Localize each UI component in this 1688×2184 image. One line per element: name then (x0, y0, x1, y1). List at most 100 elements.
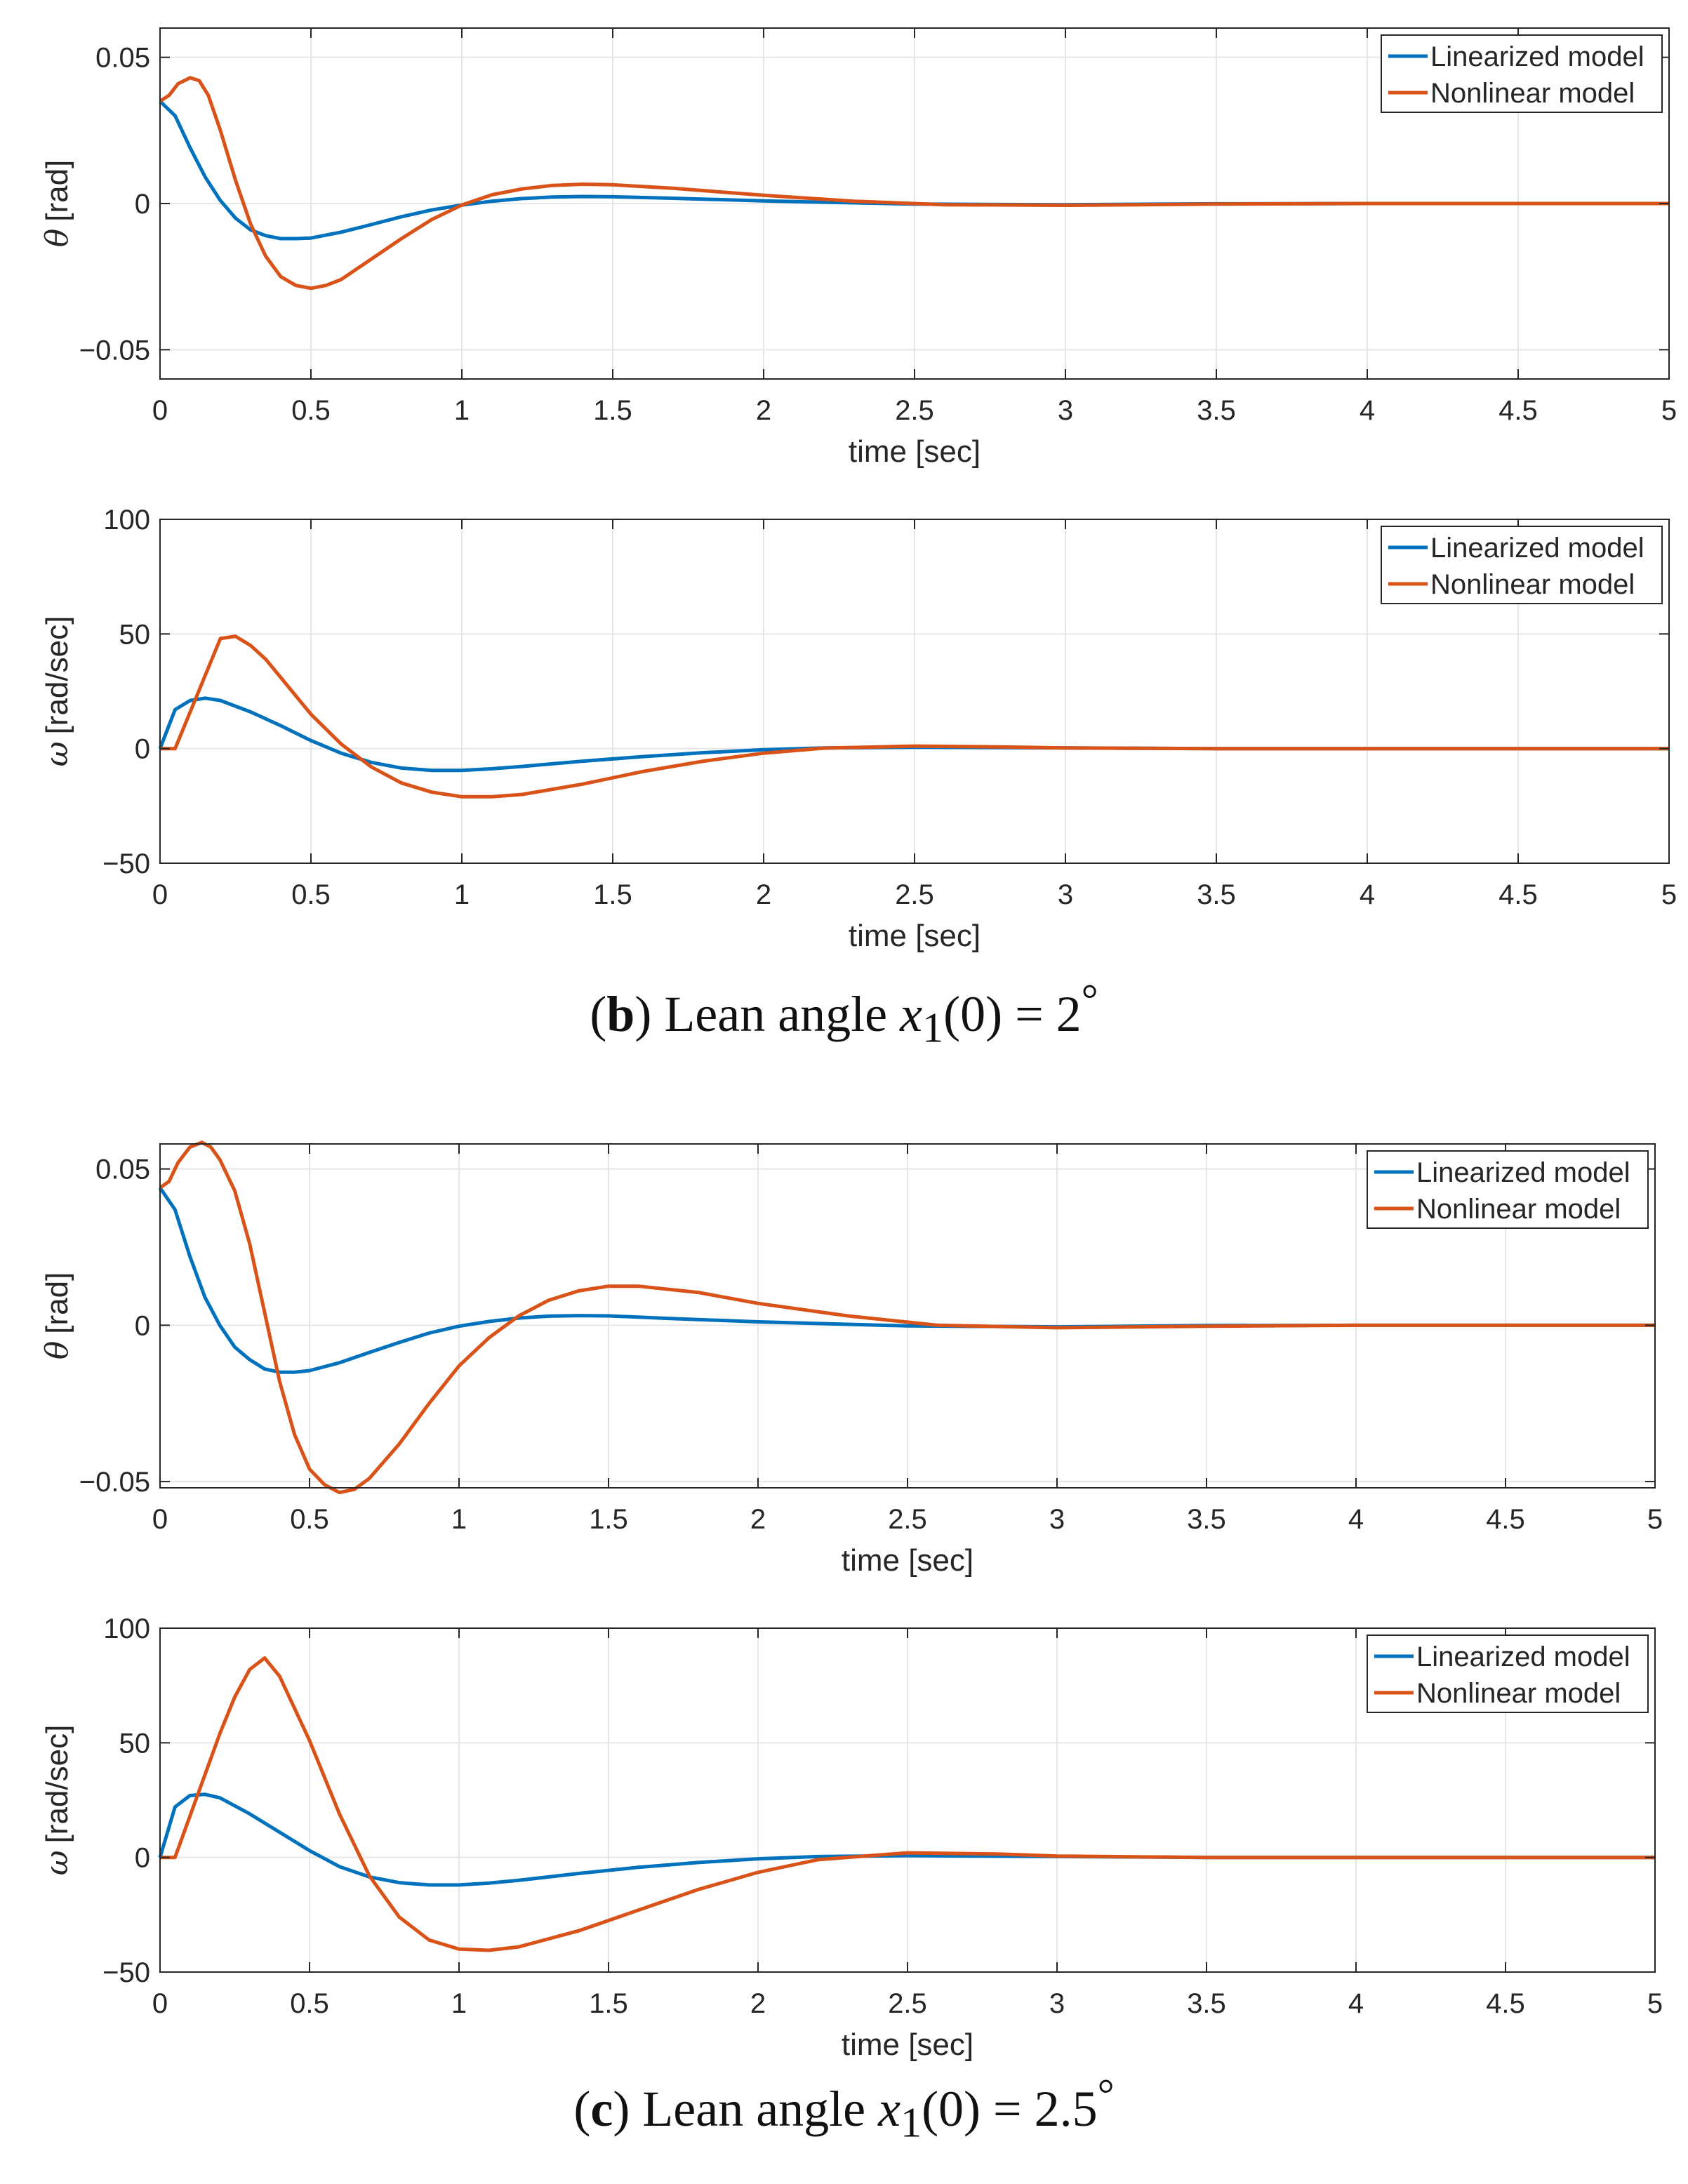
caption-c-arg: (0) = (922, 2081, 1035, 2137)
caption-b-value: 2 (1056, 986, 1082, 1042)
x-tick-label-2-5: 2.5 (888, 1988, 927, 2019)
caption-c-deg: ° (1097, 2071, 1115, 2117)
legend-label-linearized: Linearized model (1416, 1642, 1630, 1672)
y-axis-label: ω [rad/sec] (39, 616, 75, 767)
x-tick-label-1: 1 (451, 1504, 467, 1535)
x-tick-label-2: 2 (750, 1988, 766, 2019)
legend-box (1367, 1150, 1649, 1229)
x-tick-label-0-5: 0.5 (291, 879, 331, 910)
legend-label-linearized: Linearized model (1416, 1157, 1630, 1188)
x-tick-label-4: 4 (1360, 879, 1375, 910)
series-line-linearized (158, 1186, 1655, 1374)
x-tick-label-1-5: 1.5 (593, 879, 632, 910)
x-tick-label-0: 0 (152, 1988, 168, 2019)
legend-box (1381, 34, 1663, 113)
y-tick-label-0: 0 (135, 1310, 150, 1341)
legend-label-nonlinear: Nonlinear model (1416, 1194, 1621, 1225)
y-tick-label-0: 0 (135, 734, 150, 765)
x-axis-label: time [sec] (849, 919, 981, 953)
x-tick-label-2: 2 (750, 1504, 766, 1535)
x-tick-label-2-5: 2.5 (888, 1504, 927, 1535)
x-axis-label: time [sec] (842, 2027, 973, 2062)
caption-c-label: c (590, 2081, 613, 2137)
legend: Linearized model Nonlinear model (1381, 34, 1663, 113)
y-tick-label-0-05: 0.05 (95, 43, 150, 74)
x-tick-label-5: 5 (1647, 1988, 1663, 2019)
x-axis-label: time [sec] (849, 434, 981, 469)
y-axis-unit: [rad] (40, 1272, 74, 1334)
y-axis-unit: [rad/sec] (40, 616, 74, 735)
x-tick-label-5: 5 (1647, 1504, 1663, 1535)
caption-b-sub: 1 (922, 1004, 944, 1051)
series-line-linearized (158, 1792, 1655, 1887)
x-tick-label-0-5: 0.5 (291, 395, 331, 426)
x-tick-label-4-5: 4.5 (1486, 1504, 1525, 1535)
y-tick-label--0-05: −0.05 (79, 335, 150, 366)
caption-c-var: x (878, 2081, 901, 2137)
y-tick-label-0: 0 (135, 189, 150, 220)
x-tick-label-0: 0 (152, 395, 168, 426)
y-axis-unit: [rad/sec] (40, 1725, 74, 1844)
legend: Linearized model Nonlinear model (1367, 1150, 1649, 1229)
y-axis-symbol: ω (39, 741, 75, 766)
y-tick-label-100: 100 (103, 1613, 150, 1644)
y-axis-label: θ [rad] (39, 1272, 75, 1360)
x-tick-label-4: 4 (1360, 395, 1375, 426)
caption-c-sub: 1 (901, 2099, 922, 2146)
y-tick-label--50: −50 (102, 1957, 150, 1988)
y-tick-label-50: 50 (119, 1728, 151, 1759)
legend-label-linearized: Linearized model (1430, 41, 1644, 72)
series-line-linearized (159, 100, 1669, 241)
caption-c: (c) Lean angle x1(0) = 2.5° (573, 2071, 1115, 2146)
x-tick-label-3-5: 3.5 (1187, 1504, 1226, 1535)
x-tick-label-3: 3 (1058, 879, 1073, 910)
y-tick-label-0: 0 (135, 1843, 150, 1874)
legend-box (1367, 1634, 1649, 1713)
x-tick-label-3: 3 (1049, 1504, 1065, 1535)
x-tick-label-2: 2 (756, 879, 771, 910)
x-tick-label-0: 0 (152, 879, 168, 910)
legend-label-linearized: Linearized model (1430, 533, 1644, 564)
y-tick-label-50: 50 (119, 619, 151, 650)
y-axis-symbol: θ (39, 1341, 75, 1360)
x-axis-label: time [sec] (842, 1543, 973, 1578)
x-tick-label-4-5: 4.5 (1486, 1988, 1525, 2019)
x-tick-label-1: 1 (454, 879, 470, 910)
x-tick-label-1: 1 (454, 395, 470, 426)
x-tick-label-0-5: 0.5 (290, 1504, 329, 1535)
y-tick-label--0-05: −0.05 (79, 1467, 150, 1498)
x-tick-label-4: 4 (1348, 1504, 1364, 1535)
caption-b-text: Lean angle (664, 986, 888, 1042)
x-tick-label-2-5: 2.5 (895, 879, 934, 910)
x-tick-label-4: 4 (1348, 1988, 1364, 2019)
caption-b-deg: ° (1081, 976, 1098, 1023)
y-tick-label-100: 100 (103, 505, 150, 535)
legend-label-nonlinear: Nonlinear model (1430, 569, 1635, 600)
caption-c-text: Lean angle (642, 2081, 866, 2137)
x-tick-label-4-5: 4.5 (1498, 395, 1538, 426)
x-tick-label-2-5: 2.5 (895, 395, 934, 426)
caption-b-arg: (0) = (943, 986, 1056, 1042)
y-axis-unit: [rad] (40, 160, 74, 222)
x-tick-label-1-5: 1.5 (589, 1504, 628, 1535)
legend-label-nonlinear: Nonlinear model (1430, 78, 1635, 109)
legend: Linearized model Nonlinear model (1367, 1634, 1649, 1713)
x-tick-label-1-5: 1.5 (593, 395, 632, 426)
caption-b: (b) Lean angle x1(0) = 2° (590, 976, 1098, 1051)
series-line-nonlinear (159, 1140, 1655, 1495)
legend: Linearized model Nonlinear model (1381, 526, 1663, 604)
y-tick-label--50: −50 (102, 848, 150, 879)
y-axis-label: θ [rad] (39, 160, 75, 248)
y-axis-label: ω [rad/sec] (39, 1725, 75, 1876)
series-line-nonlinear (160, 634, 1669, 799)
x-tick-label-4-5: 4.5 (1498, 879, 1538, 910)
x-tick-label-3: 3 (1049, 1988, 1065, 2019)
caption-b-label: b (606, 986, 635, 1042)
legend-box (1381, 526, 1663, 604)
x-tick-label-3-5: 3.5 (1197, 879, 1236, 910)
x-tick-label-5: 5 (1661, 879, 1677, 910)
